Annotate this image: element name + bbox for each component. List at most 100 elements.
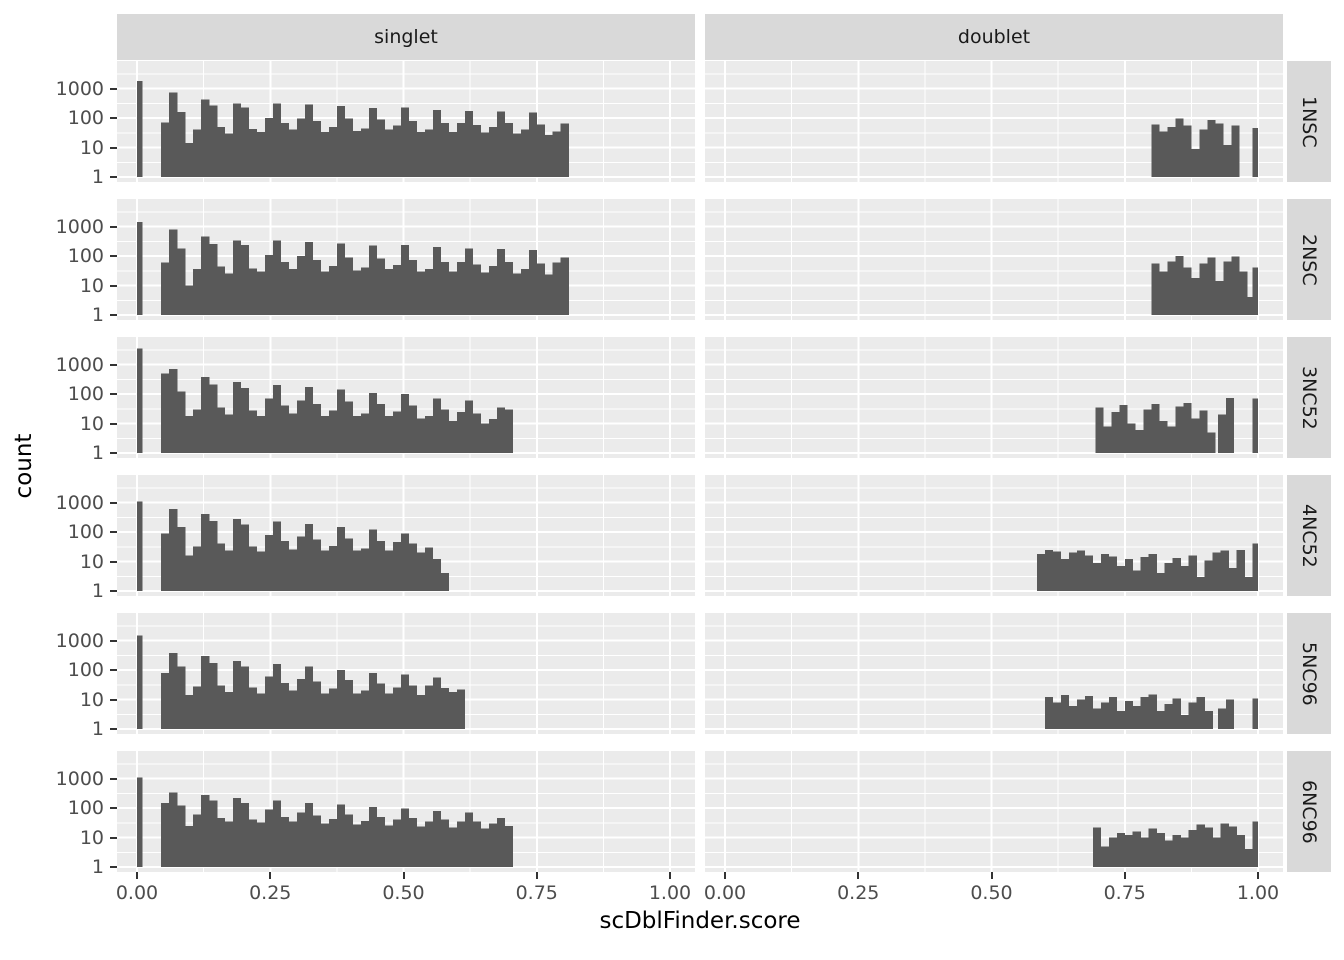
y-tick-label: 1000 [55,767,104,790]
histogram-bars [137,80,570,177]
y-tick-label: 10 [79,688,104,711]
x-tick-label: 1.00 [648,882,692,904]
y-tick-label: 1000 [55,77,104,100]
histogram-bars [137,222,570,315]
x-tick-label: 0.50 [970,882,1013,904]
y-tick-label: 10 [79,550,104,573]
y-tick-label: 1000 [55,491,104,514]
x-tick-label: 0.25 [249,882,292,904]
y-tick-mark [110,255,117,257]
y-tick-label: 10 [79,274,104,297]
y-tick-label: 1000 [55,215,104,238]
y-tick-mark [110,176,117,178]
y-tick-label: 1000 [55,629,104,652]
histogram-bars [137,777,514,867]
x-tick-mark [136,872,138,879]
histogram-bars [1151,118,1258,177]
y-tick-mark [110,363,117,366]
panel-3nc52-singlet [117,337,695,458]
y-tick-mark [110,284,117,287]
histogram-bars [1092,821,1258,867]
y-tick-label: 1 [91,304,104,326]
y-tick-mark [110,698,117,701]
histogram-bars [1044,694,1258,729]
histogram-bars [1151,256,1258,315]
x-tick-mark [669,872,671,879]
panel-4nc52-doublet [705,475,1283,596]
facet-row-strip-2nsc: 2NSC [1287,199,1331,320]
panel-2nsc-doublet [705,199,1283,320]
y-tick-label: 100 [67,797,104,819]
panel-6nc96-singlet [117,751,695,872]
y-tick-label: 1 [91,718,104,740]
y-tick-label: 10 [79,136,104,159]
y-tick-label: 1000 [55,353,104,376]
x-tick-mark [535,872,538,879]
facet-row-label: 1NSC [1298,95,1320,148]
histogram-bars [137,348,514,453]
y-tick-label: 1 [91,166,104,188]
y-tick-mark [110,836,117,839]
y-tick-label: 100 [67,383,104,405]
facet-column-label: doublet [957,26,1031,48]
x-tick-mark [402,872,405,879]
facet-column-strip-singlet: singlet [117,14,695,60]
y-tick-label: 100 [67,107,104,129]
panel-2nsc-singlet [117,199,695,320]
histogram-bars [137,501,450,591]
x-tick-label: 0.75 [515,882,558,904]
y-tick-label: 100 [67,521,104,543]
y-tick-label: 100 [67,659,104,681]
y-tick-mark [110,314,117,316]
facet-row-strip-3nc52: 3NC52 [1287,337,1331,458]
x-tick-mark [1257,872,1259,879]
y-tick-mark [110,225,117,228]
facet-column-strip-doublet: doublet [705,14,1283,60]
facet-row-strip-1nsc: 1NSC [1287,61,1331,182]
facet-row-label: 6NC96 [1298,779,1320,844]
y-tick-mark [110,639,117,642]
x-axis-title: scDblFinder.score [599,908,801,934]
x-tick-label: 0.75 [1103,882,1146,904]
facet-row-label: 3NC52 [1298,365,1320,430]
facet-row-label: 4NC52 [1298,503,1320,568]
y-tick-mark [110,590,117,592]
y-tick-mark [110,501,117,504]
panel-4nc52-singlet [117,475,695,596]
panel-1nsc-doublet [705,61,1283,182]
y-tick-label: 10 [79,412,104,435]
y-tick-mark [110,452,117,454]
panel-5nc96-doublet [705,613,1283,734]
y-tick-mark [110,866,117,868]
y-tick-mark [110,87,117,90]
y-tick-mark [110,560,117,563]
x-tick-mark [857,872,860,879]
y-tick-mark [110,807,117,809]
y-tick-label: 10 [79,826,104,849]
panel-1nsc-singlet [117,61,695,182]
facet-row-strip-4nc52: 4NC52 [1287,475,1331,596]
facet-row-label: 5NC96 [1298,641,1320,706]
x-tick-label: 0.00 [703,882,747,904]
panel-3nc52-doublet [705,337,1283,458]
histogram-bars [1095,398,1258,453]
y-tick-label: 100 [67,245,104,267]
panel-6nc96-doublet [705,751,1283,872]
y-tick-mark [110,777,117,780]
facet-row-strip-6nc96: 6NC96 [1287,751,1331,872]
facet-row-strip-5nc96: 5NC96 [1287,613,1331,734]
y-tick-mark [110,531,117,533]
x-tick-label: 1.00 [1236,882,1280,904]
panel-gridlines [705,613,1283,734]
x-tick-mark [724,872,726,879]
facet-column-label: singlet [374,26,438,48]
y-tick-mark [110,422,117,425]
x-tick-label: 0.50 [382,882,425,904]
histogram-bars [1036,543,1258,591]
x-tick-mark [1123,872,1126,879]
y-tick-label: 1 [91,442,104,464]
y-tick-mark [110,669,117,671]
y-tick-mark [110,728,117,730]
y-tick-mark [110,117,117,119]
